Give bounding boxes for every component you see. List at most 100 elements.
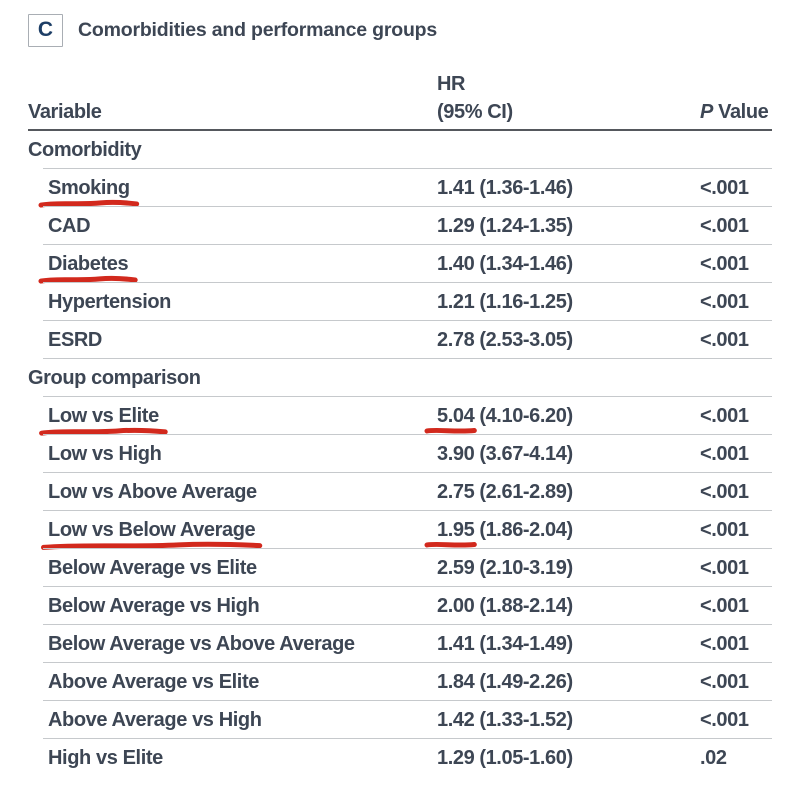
table-row: ESRD 2.78 (2.53-3.05) <.001 — [28, 321, 772, 359]
variable-cell: Smoking — [28, 177, 437, 200]
hr-ci-text: (1.24-1.35) — [479, 214, 573, 237]
variable-text: Above Average vs Elite — [48, 670, 259, 693]
hr-cell: 2.78 (2.53-3.05) — [437, 329, 700, 352]
hr-ci-text: (3.67-4.14) — [479, 442, 573, 465]
hr-ci-text: (1.88-2.14) — [479, 594, 573, 617]
hr-ci-text: (1.36-1.46) — [479, 176, 573, 199]
column-header-variable: Variable — [28, 101, 102, 123]
hr-value-text: 2.78 — [437, 328, 475, 351]
p-value-text: <.001 — [700, 632, 749, 655]
variable-cell: Low vs Above Average — [28, 481, 437, 504]
table-row: Low vs Elite 5.04 (4.10-6.20) <.001 — [28, 397, 772, 435]
hr-cell: 1.95 (1.86-2.04) — [437, 519, 700, 542]
table-row: Above Average vs High 1.42 (1.33-1.52) <… — [28, 701, 772, 739]
hr-value-text: 1.41 — [437, 176, 475, 199]
hr-cell: 1.29 (1.24-1.35) — [437, 215, 700, 238]
hr-ci-text: (2.53-3.05) — [479, 328, 573, 351]
table-row: Below Average vs High 2.00 (1.88-2.14) <… — [28, 587, 772, 625]
table-row: Diabetes 1.40 (1.34-1.46) <.001 — [28, 245, 772, 283]
table-row: Hypertension 1.21 (1.16-1.25) <.001 — [28, 283, 772, 321]
variable-text: High vs Elite — [48, 746, 163, 769]
variable-text: Low vs Elite — [48, 404, 159, 427]
section-header: Comorbidity — [28, 138, 142, 161]
section-header-row: Group comparison — [28, 359, 772, 397]
hr-value-text: 1.84 — [437, 670, 475, 693]
hr-ci-text: (1.34-1.49) — [479, 632, 573, 655]
hr-cell: 1.42 (1.33-1.52) — [437, 709, 700, 732]
hr-cell: 1.21 (1.16-1.25) — [437, 291, 700, 314]
hr-ci-text: (1.33-1.52) — [479, 708, 573, 731]
table-row: Below Average vs Above Average 1.41 (1.3… — [28, 625, 772, 663]
variable-text: Smoking — [48, 176, 130, 199]
variable-cell: Above Average vs High — [28, 709, 437, 732]
column-header-pvalue-italic: P — [700, 101, 713, 123]
hr-cell: 5.04 (4.10-6.20) — [437, 405, 700, 428]
column-header-pvalue-rest: Value — [712, 101, 769, 123]
variable-cell: Low vs Below Average — [28, 519, 437, 542]
column-header-pvalue: P Value — [700, 98, 772, 126]
hr-cell: 1.41 (1.34-1.49) — [437, 633, 700, 656]
variable-cell: Hypertension — [28, 291, 437, 314]
table-row: Low vs Below Average 1.95 (1.86-2.04) <.… — [28, 511, 772, 549]
variable-text: Below Average vs Elite — [48, 556, 257, 579]
hr-value-text: 3.90 — [437, 442, 475, 465]
hr-ci-text: (1.49-2.26) — [479, 670, 573, 693]
hr-value-text: 1.40 — [437, 252, 475, 275]
p-value-text: <.001 — [700, 176, 749, 199]
hr-value-text: 2.59 — [437, 556, 475, 579]
p-value-text: .02 — [700, 746, 727, 769]
p-value-text: <.001 — [700, 708, 749, 731]
table-row: Smoking 1.41 (1.36-1.46) <.001 — [28, 169, 772, 207]
variable-cell: Diabetes — [28, 253, 437, 276]
hr-cell: 2.59 (2.10-3.19) — [437, 557, 700, 580]
variable-cell: ESRD — [28, 329, 437, 352]
p-value-text: <.001 — [700, 518, 749, 541]
hr-ci-text: (1.05-1.60) — [479, 746, 573, 769]
variable-cell: Above Average vs Elite — [28, 671, 437, 694]
hr-cell: 1.29 (1.05-1.60) — [437, 747, 700, 770]
variable-text: Low vs Below Average — [48, 518, 256, 541]
variable-cell: CAD — [28, 215, 437, 238]
hr-ci-text: (2.61-2.89) — [479, 480, 573, 503]
hr-cell: 1.40 (1.34-1.46) — [437, 253, 700, 276]
hr-value-text: 1.29 — [437, 214, 475, 237]
p-value-text: <.001 — [700, 328, 749, 351]
hr-value-text: 1.21 — [437, 290, 475, 313]
section-header: Group comparison — [28, 366, 201, 389]
p-value-text: <.001 — [700, 480, 749, 503]
hr-value-text: 1.95 — [437, 518, 475, 541]
p-value-text: <.001 — [700, 404, 749, 427]
hr-value-text: 1.42 — [437, 708, 475, 731]
hr-value-text: 5.04 — [437, 404, 475, 427]
table-row: Low vs High 3.90 (3.67-4.14) <.001 — [28, 435, 772, 473]
variable-cell: Below Average vs Elite — [28, 557, 437, 580]
panel-label-box: C — [28, 13, 63, 47]
results-table: Variable HR (95% CI) P Value Comorbidity… — [28, 47, 772, 777]
variable-text: Low vs High — [48, 442, 162, 465]
column-header-hr-line1: HR — [437, 73, 466, 95]
variable-text: Below Average vs High — [48, 594, 260, 617]
panel-label: C — [37, 18, 54, 41]
p-value-text: <.001 — [700, 214, 749, 237]
section-header-row: Comorbidity — [28, 131, 772, 169]
hr-ci-text: (2.10-3.19) — [479, 556, 573, 579]
column-header-hr: HR (95% CI) — [437, 70, 700, 126]
p-value-text: <.001 — [700, 556, 749, 579]
variable-cell: Below Average vs High — [28, 595, 437, 618]
hr-ci-text: (1.34-1.46) — [479, 252, 573, 275]
p-value-text: <.001 — [700, 670, 749, 693]
p-value-text: <.001 — [700, 290, 749, 313]
hr-cell: 1.41 (1.36-1.46) — [437, 177, 700, 200]
panel-title: Comorbidities and performance groups — [78, 18, 438, 41]
hr-ci-text: (1.16-1.25) — [479, 290, 573, 313]
hr-value-text: 2.00 — [437, 594, 475, 617]
variable-cell: High vs Elite — [28, 747, 437, 770]
variable-text: Low vs Above Average — [48, 480, 257, 503]
hr-ci-text: (4.10-6.20) — [479, 404, 573, 427]
table-row: High vs Elite 1.29 (1.05-1.60) .02 — [28, 739, 772, 777]
panel-header: C Comorbidities and performance groups — [28, 13, 772, 47]
variable-text: ESRD — [48, 328, 102, 351]
variable-text: CAD — [48, 214, 91, 237]
hr-value-text: 2.75 — [437, 480, 475, 503]
